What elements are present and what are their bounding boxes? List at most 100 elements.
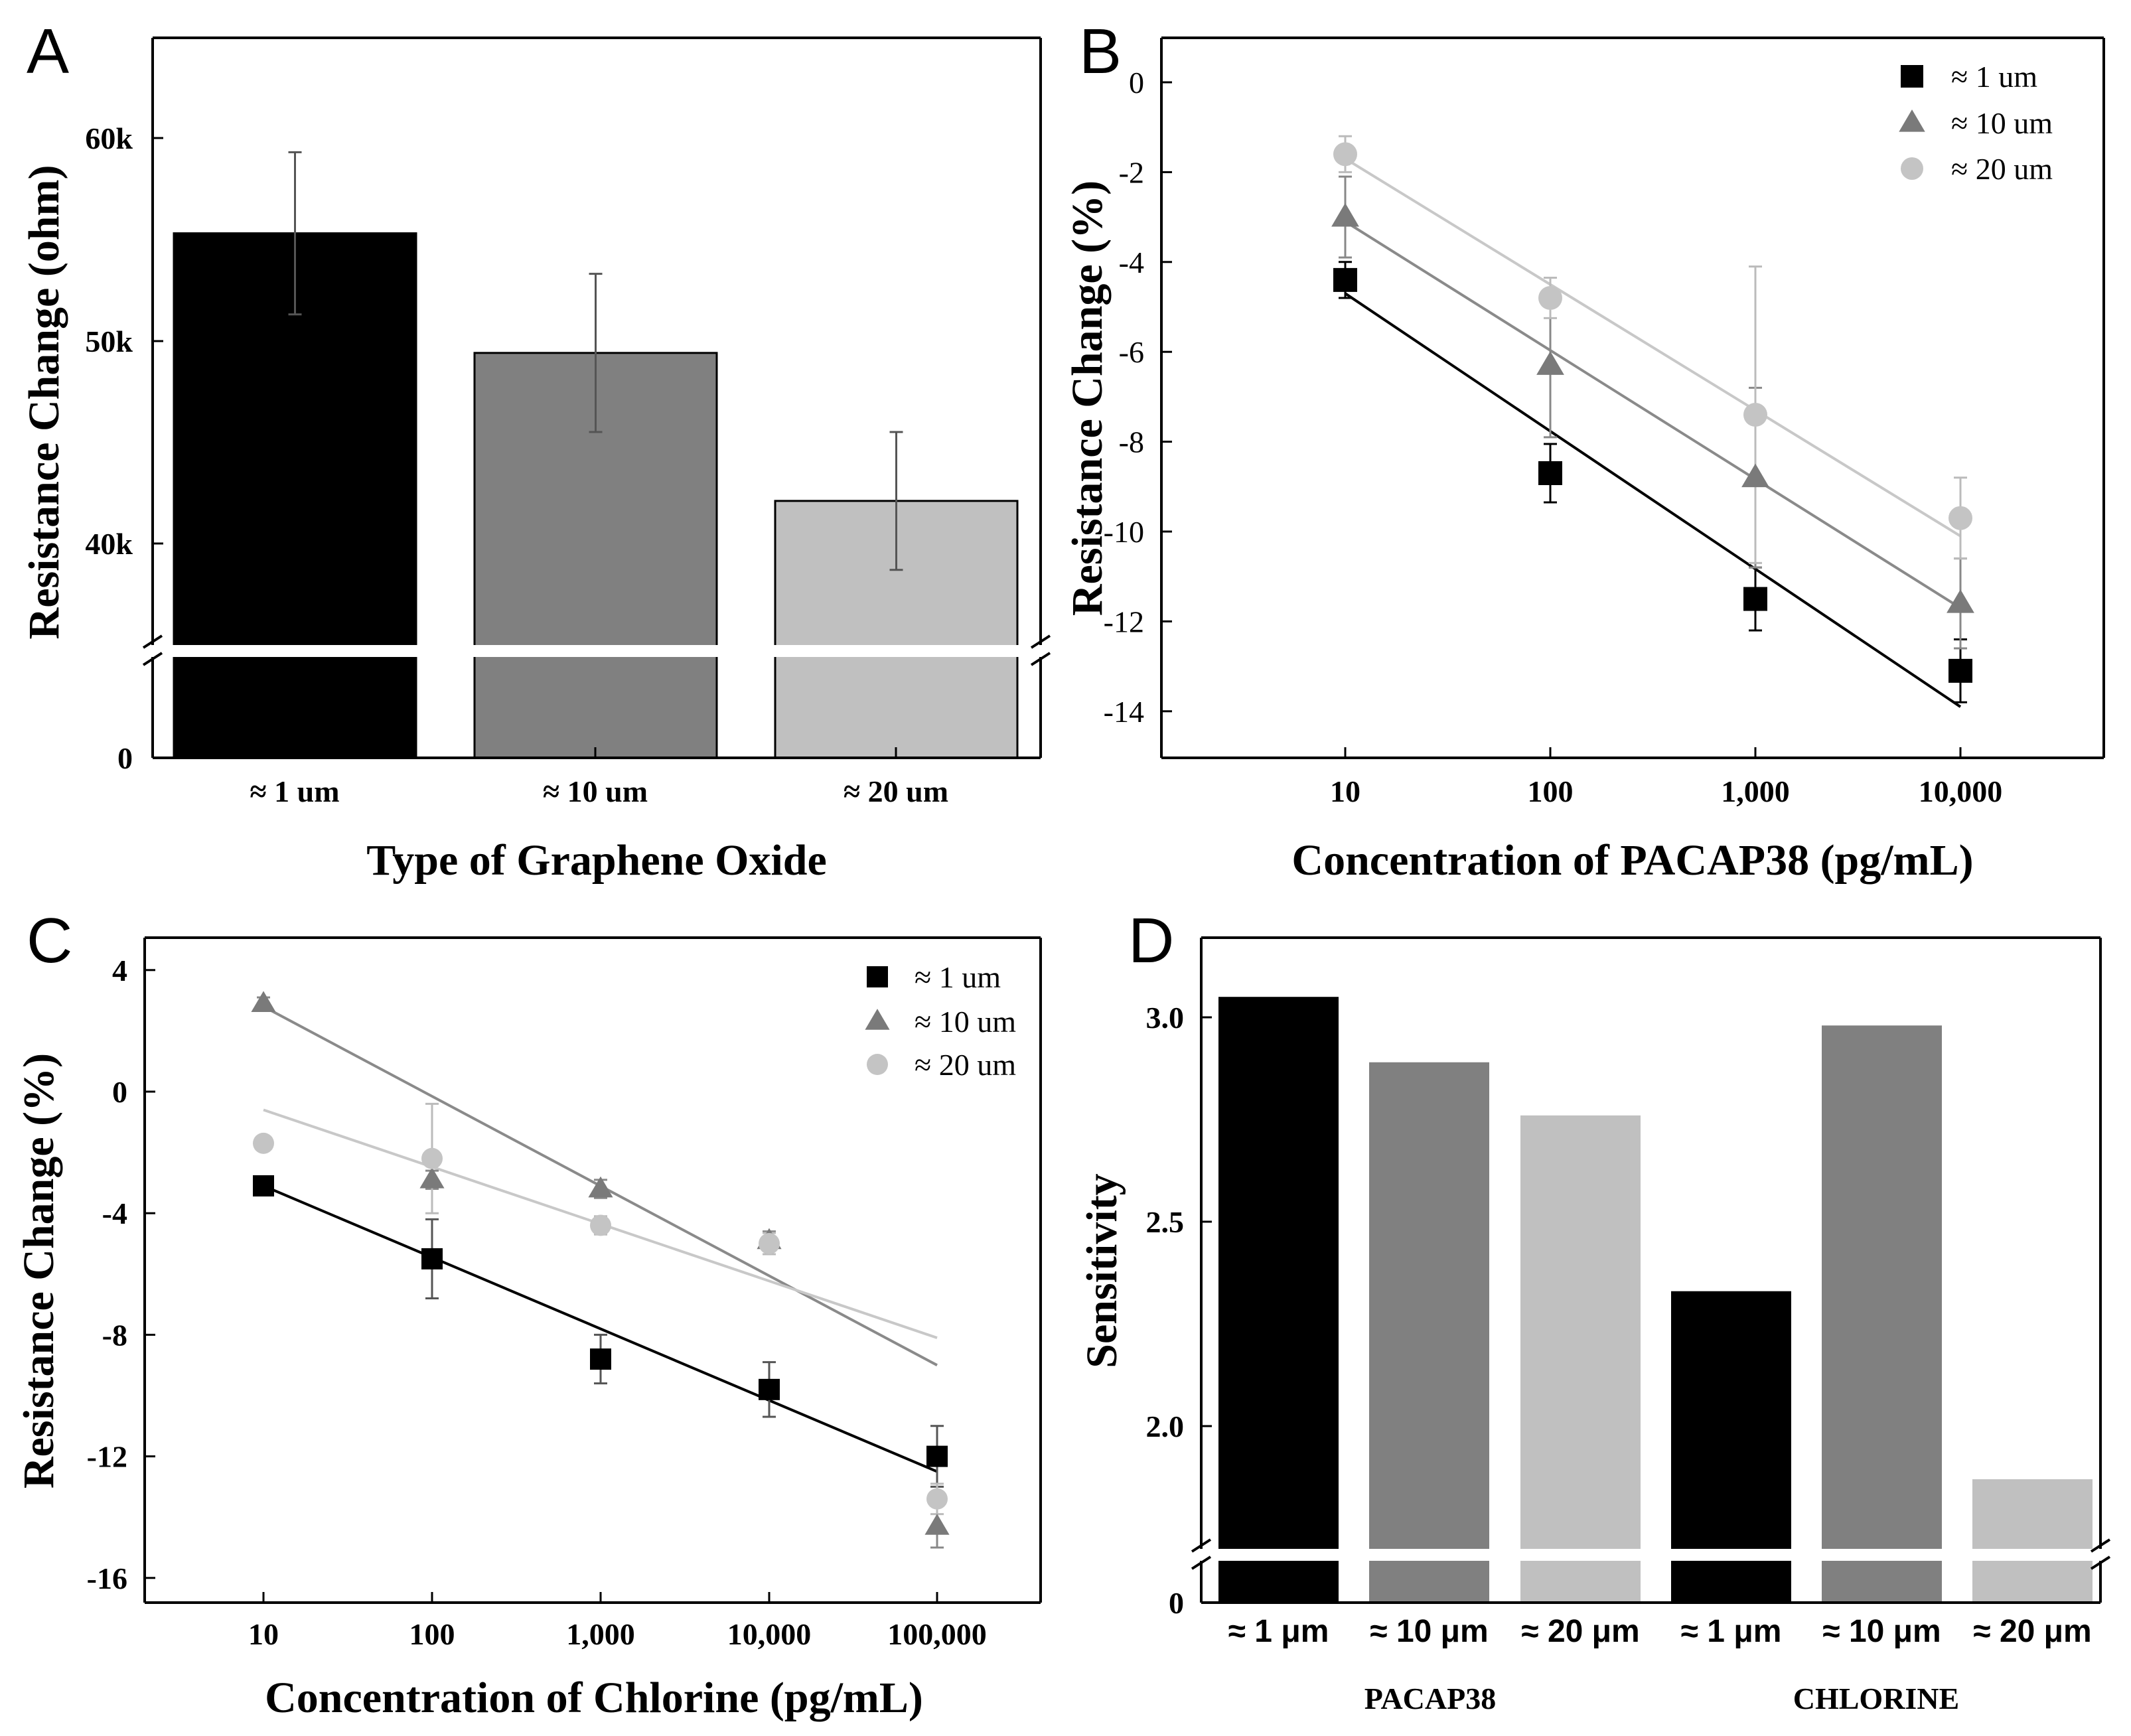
y-tick-label: 40k [85, 527, 133, 561]
panel-letter-a: A [27, 16, 69, 87]
data-point-circle [926, 1488, 948, 1510]
y-tick-label: 0 [1129, 66, 1144, 100]
y-tick-label: -12 [87, 1440, 127, 1474]
data-point-triangle [419, 1167, 445, 1189]
y-tick-label: -4 [102, 1196, 127, 1230]
data-point-square [1948, 658, 1972, 683]
panel-b: 0 -2 -4 -6 -8 -10 -12 -14 10 100 1,000 10,000 ≈ 1 um… [1063, 16, 2105, 885]
x-tick-label: 10,000 [1919, 774, 2003, 808]
data-point-square [926, 1445, 948, 1467]
data-point-square [1333, 267, 1357, 292]
x-tick-label: 100 [1528, 774, 1574, 808]
data-point-square [1538, 461, 1562, 485]
panel-c: 4 0 -4 -8 -12 -16 10 100 1,000 10,000 100,000 ≈ 1 u… [15, 905, 1042, 1722]
y-tick-label: -12 [1104, 605, 1144, 638]
x-tick-label: 100 [409, 1617, 455, 1651]
y-tick-label: -14 [1104, 695, 1144, 729]
y-axis-title: Resistance Change (%) [15, 1053, 63, 1488]
data-point-circle [253, 1132, 274, 1154]
panel-letter-c: C [27, 905, 72, 976]
y-tick-label: -2 [1119, 155, 1144, 189]
y-tick-label: 0 [1169, 1586, 1184, 1620]
y-tick-label: 50k [85, 325, 133, 358]
panel-letter-b: B [1079, 16, 1122, 87]
fit-line-3 [1344, 157, 1962, 538]
x-tick-label: 10,000 [727, 1617, 812, 1651]
x-tick-label: ≈ 20 μm [1973, 1614, 2091, 1649]
x-tick-label: ≈ 20 μm [1521, 1614, 1639, 1649]
x-axis-title: Concentration of Chlorine (pg/mL) [265, 1674, 923, 1722]
y-tick-label: 3.0 [1146, 1001, 1185, 1035]
y-axis-title: Resistance Change (ohm) [20, 165, 68, 640]
data-point-square [421, 1248, 443, 1269]
legend-label: ≈ 20 um [1951, 152, 2053, 186]
y-tick-label: -6 [1119, 335, 1144, 369]
legend-marker-circle [1901, 157, 1923, 180]
y-tick-label: 0 [112, 1075, 127, 1109]
legend-label: ≈ 1 um [1951, 60, 2037, 94]
y-tick-label: 2.5 [1146, 1205, 1185, 1239]
panel-letter-d: D [1128, 905, 1174, 976]
bar-5 [1822, 1025, 1942, 1603]
legend-marker-triangle [865, 1009, 890, 1030]
data-point-triangle [924, 1514, 950, 1535]
legend-label: ≈ 10 um [915, 1005, 1016, 1039]
x-tick-label: ≈ 10 μm [1370, 1614, 1488, 1649]
axis-break-gap [139, 645, 1054, 657]
axis-break-gap [1188, 1549, 2114, 1561]
legend-label: ≈ 20 um [915, 1048, 1016, 1082]
panel-d: 0 2.0 2.5 3.0 ≈ 1 μm ≈ 10 μm ≈ 20 μm ≈ 1 μm ≈ 10… [1078, 905, 2114, 1715]
x-tick-label: 10 [248, 1617, 279, 1651]
data-point-square [759, 1378, 780, 1400]
y-axis-title: Resistance Change (%) [1063, 181, 1112, 616]
x-axis-title: Type of Graphene Oxide [366, 836, 827, 885]
data-point-circle [1333, 142, 1357, 167]
data-point-triangle [1741, 463, 1769, 488]
bar-3 [1520, 1115, 1641, 1603]
data-point-square [590, 1348, 611, 1370]
data-point-triangle [1536, 351, 1564, 375]
x-tick-label: ≈ 20 um [844, 774, 948, 808]
legend-marker-square [1901, 65, 1923, 88]
bar-1 [1218, 997, 1339, 1603]
y-tick-label: -10 [1104, 515, 1144, 549]
y-tick-label: 0 [117, 741, 133, 775]
data-point-square [1743, 587, 1767, 611]
break-mark-right-2 [1030, 652, 1051, 666]
data-point-triangle [1331, 202, 1359, 227]
fit-line-1 [263, 1185, 938, 1473]
break-mark-left-1 [142, 634, 163, 649]
x-tick-label: ≈ 1 um [250, 774, 339, 808]
break-mark-right-1 [1030, 634, 1051, 649]
y-tick-label: 4 [112, 954, 127, 987]
data-point-triangle [588, 1176, 613, 1198]
y-tick-label: -4 [1119, 246, 1144, 279]
data-point-circle [1948, 506, 1972, 530]
data-point-circle [1538, 285, 1562, 310]
x-tick-label: 1,000 [566, 1617, 635, 1651]
break-mark-right-1 [2090, 1538, 2111, 1553]
x-tick-label: ≈ 10 μm [1822, 1614, 1941, 1649]
y-tick-label: -16 [87, 1561, 127, 1595]
legend-marker-square [867, 966, 888, 987]
y-tick-label: -8 [102, 1318, 127, 1352]
fit-line-1 [1344, 292, 1962, 708]
y-axis-title: Sensitivity [1078, 1173, 1126, 1368]
panel-a: 0 40k 50k 60k ≈ 1 um ≈ 10 um ≈ 20 um Type of Gr… [20, 16, 1054, 885]
data-point-triangle [1947, 589, 1974, 613]
x-tick-label: ≈ 10 um [543, 774, 648, 808]
data-point-circle [759, 1233, 780, 1254]
x-tick-label: ≈ 1 μm [1681, 1614, 1782, 1649]
legend-label: ≈ 1 um [915, 960, 1001, 994]
group-label-chlorine: CHLORINE [1793, 1682, 1959, 1715]
x-tick-label: 10 [1330, 774, 1360, 808]
break-mark-right-2 [2090, 1555, 2111, 1570]
y-tick-label: 2.0 [1146, 1410, 1185, 1443]
break-mark-left-1 [1191, 1538, 1212, 1553]
break-mark-left-2 [142, 652, 163, 666]
data-point-triangle [251, 991, 276, 1012]
data-point-square [253, 1175, 274, 1196]
bar-1 [173, 232, 417, 759]
x-tick-label: 1,000 [1721, 774, 1790, 808]
y-tick-label: -8 [1119, 425, 1144, 459]
